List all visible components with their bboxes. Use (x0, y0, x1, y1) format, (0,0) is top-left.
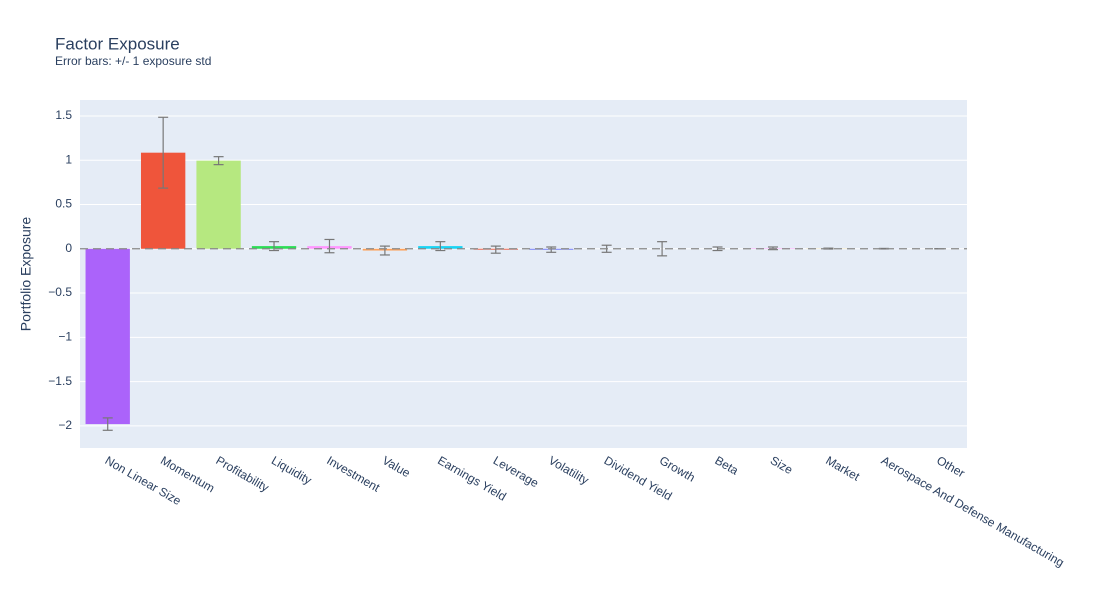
error-bar (546, 246, 557, 253)
y-tick-label: 1.5 (55, 108, 72, 122)
x-tick-label: Beta (712, 453, 741, 478)
y-tick-label: −1 (58, 329, 72, 343)
error-bar (213, 156, 224, 166)
error-bar (158, 116, 169, 189)
y-tick-label: −2 (58, 418, 72, 432)
chart-subtitle: Error bars: +/- 1 exposure std (55, 54, 211, 68)
y-tick-label: −0.5 (48, 285, 72, 299)
error-bar (657, 241, 668, 257)
y-axis-title: Portfolio Exposure (18, 217, 34, 332)
x-tick-label: Volatility (546, 453, 591, 487)
error-bar (379, 245, 390, 256)
error-bar (490, 245, 501, 254)
x-tick-label: Value (380, 453, 413, 480)
x-tick-label: Investment (324, 453, 382, 495)
plot-area (80, 100, 967, 448)
x-tick-label: Liquidity (269, 453, 314, 487)
error-bar (435, 241, 446, 252)
error-bar (102, 417, 113, 431)
y-tick-label: −1.5 (48, 374, 72, 388)
error-bar (269, 241, 280, 252)
chart-title: Factor Exposure (55, 34, 180, 53)
x-tick-label: Aerospace And Defense Manufacturing (879, 453, 1067, 570)
y-tick-label: 0 (65, 241, 72, 255)
x-tick-label: Market (823, 453, 862, 484)
y-tick-label: 0.5 (55, 197, 72, 211)
bar (196, 160, 241, 249)
error-bar (324, 238, 335, 254)
x-tick-label: Profitability (214, 453, 272, 494)
y-tick-label: 1 (65, 152, 72, 166)
x-tick-label: Other (934, 453, 967, 480)
bar (85, 248, 130, 425)
x-tick-label: Size (768, 453, 795, 477)
x-tick-label: Growth (657, 453, 698, 484)
